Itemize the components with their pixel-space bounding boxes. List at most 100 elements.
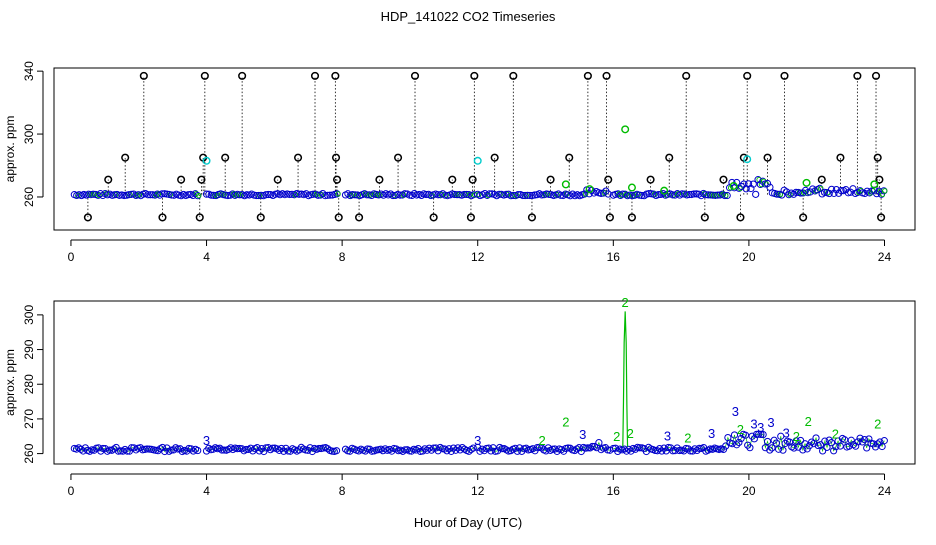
data-point [836, 442, 844, 450]
data-point [820, 188, 829, 196]
point-label: 2 [562, 415, 569, 430]
data-point [792, 437, 800, 445]
spike-point [682, 71, 691, 80]
data-point [678, 190, 686, 198]
spike-point [700, 213, 709, 222]
y-tick-label: 340 [22, 61, 36, 81]
data-point [821, 437, 829, 445]
spike-point [646, 175, 655, 184]
data-point [614, 447, 622, 455]
data-point [262, 191, 270, 199]
data-point [243, 191, 251, 199]
green-point [802, 178, 811, 187]
data-point-alt [196, 193, 202, 199]
data-point [644, 443, 653, 451]
data-point [269, 444, 277, 452]
data-point [526, 191, 534, 200]
data-point [766, 446, 774, 454]
data-point [790, 190, 798, 198]
data-point [655, 444, 664, 453]
spike-point [873, 153, 882, 162]
data-point [326, 191, 334, 199]
data-point [144, 191, 152, 199]
data-point [816, 441, 825, 449]
spike-point [817, 175, 826, 184]
spike-point [602, 71, 611, 80]
data-point-alt [618, 192, 625, 199]
data-point [808, 438, 816, 446]
spike-point [780, 71, 789, 80]
data-point [323, 191, 332, 199]
x-tick-label: 4 [203, 250, 210, 264]
data-point [588, 442, 596, 451]
data-point [252, 191, 260, 200]
spike-point [470, 71, 479, 80]
data-point [519, 191, 527, 200]
data-point [209, 445, 217, 453]
data-point [830, 189, 838, 197]
spike-point [509, 71, 518, 80]
point-label: 2 [684, 430, 691, 445]
point-label: 2 [627, 426, 634, 441]
data-point [257, 191, 265, 199]
data-point [854, 438, 862, 446]
data-point [695, 444, 703, 452]
data-point [693, 446, 701, 454]
data-point [105, 446, 114, 454]
data-point [474, 443, 482, 451]
data-point [631, 445, 639, 453]
data-point [685, 190, 693, 199]
data-point [422, 190, 430, 199]
point-label: 2 [737, 422, 744, 437]
data-point [823, 443, 831, 451]
data-point [723, 191, 731, 200]
data-point [381, 445, 389, 453]
plot-frame [53, 67, 916, 231]
data-point [825, 436, 833, 444]
spike-point [468, 175, 477, 184]
x-tick-label: 0 [68, 484, 75, 498]
data-point [405, 191, 414, 199]
data-point-alt [582, 191, 589, 197]
spike-point [139, 71, 148, 80]
spike-point [158, 213, 167, 222]
green-spike-line [622, 311, 629, 447]
x-tick-label: 8 [339, 484, 346, 498]
green-point [870, 180, 879, 189]
data-point [523, 191, 532, 199]
data-point [202, 190, 211, 198]
data-point [689, 447, 697, 455]
data-point [220, 446, 228, 454]
data-point [772, 439, 780, 447]
data-point [408, 447, 416, 455]
spike-point [853, 71, 862, 80]
spike-point [200, 71, 209, 80]
data-point-alt [476, 191, 482, 197]
data-point [227, 444, 235, 452]
point-label: 3 [783, 426, 790, 441]
data-point [805, 442, 814, 450]
data-point [837, 187, 845, 195]
data-point [799, 446, 807, 454]
spike-point [604, 175, 613, 184]
point-label: 3 [757, 420, 764, 435]
y-tick-label: 290 [22, 339, 36, 359]
data-point [645, 190, 653, 198]
spike-point [875, 175, 884, 184]
data-point [77, 445, 85, 453]
data-point [856, 434, 864, 442]
data-point [121, 445, 129, 454]
data-point [750, 435, 758, 443]
spike-point [104, 175, 113, 184]
data-point [161, 447, 169, 456]
data-point [377, 445, 385, 453]
spike-point [83, 213, 92, 222]
data-point-alt [292, 192, 298, 198]
x-tick-label: 24 [878, 484, 892, 498]
data-point [777, 432, 785, 440]
green-point [729, 181, 738, 190]
data-point [774, 445, 783, 453]
data-point [120, 191, 128, 200]
